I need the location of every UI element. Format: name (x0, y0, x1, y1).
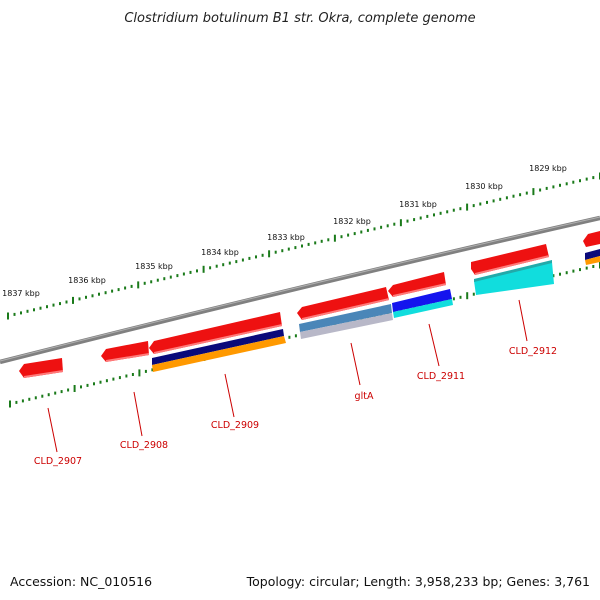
edge-navy-band (585, 249, 600, 260)
gene-arrow-cld2909-shade (154, 324, 282, 354)
cld2909-navy-band (152, 329, 284, 365)
genome-backbone-highlight (0, 216, 600, 362)
label-leaders (47, 299, 528, 453)
gene-arrow-cld2912[interactable] (471, 244, 549, 275)
edge-orange-band (585, 256, 600, 265)
gene-arrow-cld2911-shade (393, 283, 446, 297)
genome-backbone (0, 215, 600, 365)
gene-features (19, 231, 600, 378)
cld2912-cyan-band (474, 262, 554, 295)
gene-label-glta: gltA (355, 391, 374, 402)
gene-label-cld2912: CLD_2912 (509, 346, 557, 357)
cld2909-orange-band (152, 336, 286, 372)
gene-arrow-edge[interactable] (583, 231, 600, 247)
gene-arrow-cld2908-shade (106, 353, 149, 362)
gene-arrow-cld2909[interactable] (149, 312, 282, 354)
kbp-label-1832: 1832 kbp (333, 217, 371, 226)
kbp-label-1835: 1835 kbp (135, 262, 173, 271)
glta-steelblue-band (299, 304, 392, 332)
kbp-label-1830: 1830 kbp (465, 182, 503, 191)
gene-arrow-glta-shade (302, 298, 389, 320)
cld2911-cyan-band (393, 299, 453, 318)
cld2912-teal-stripe (474, 260, 552, 282)
kbp-label-1833: 1833 kbp (267, 233, 305, 242)
topology-text: Topology: circular; Length: 3,958,233 bp… (246, 574, 590, 589)
kbp-label-1831: 1831 kbp (399, 200, 437, 209)
gene-arrow-cld2907-shade (24, 370, 63, 378)
kbp-label-1836: 1836 kbp (68, 276, 106, 285)
gene-label-cld2908: CLD_2908 (120, 440, 168, 451)
kbp-label-1834: 1834 kbp (201, 248, 239, 257)
glta-silver-band (300, 313, 393, 339)
gene-arrow-glta[interactable] (297, 287, 389, 320)
cld2911-blue-band (392, 289, 452, 312)
gene-arrow-cld2912-shade (475, 255, 549, 275)
kbp-label-1829: 1829 kbp (529, 164, 567, 173)
gene-label-cld2907: CLD_2907 (34, 456, 82, 467)
gene-arrow-cld2911[interactable] (388, 272, 446, 297)
gene-label-cld2911: CLD_2911 (417, 371, 465, 382)
accession-text: Accession: NC_010516 (10, 574, 152, 589)
kbp-scale-ticks (7, 172, 600, 320)
gene-label-cld2909: CLD_2909 (211, 420, 259, 431)
kbp-label-1837: 1837 kbp (2, 289, 40, 298)
map-title: Clostridium botulinum B1 str. Okra, comp… (124, 11, 475, 26)
